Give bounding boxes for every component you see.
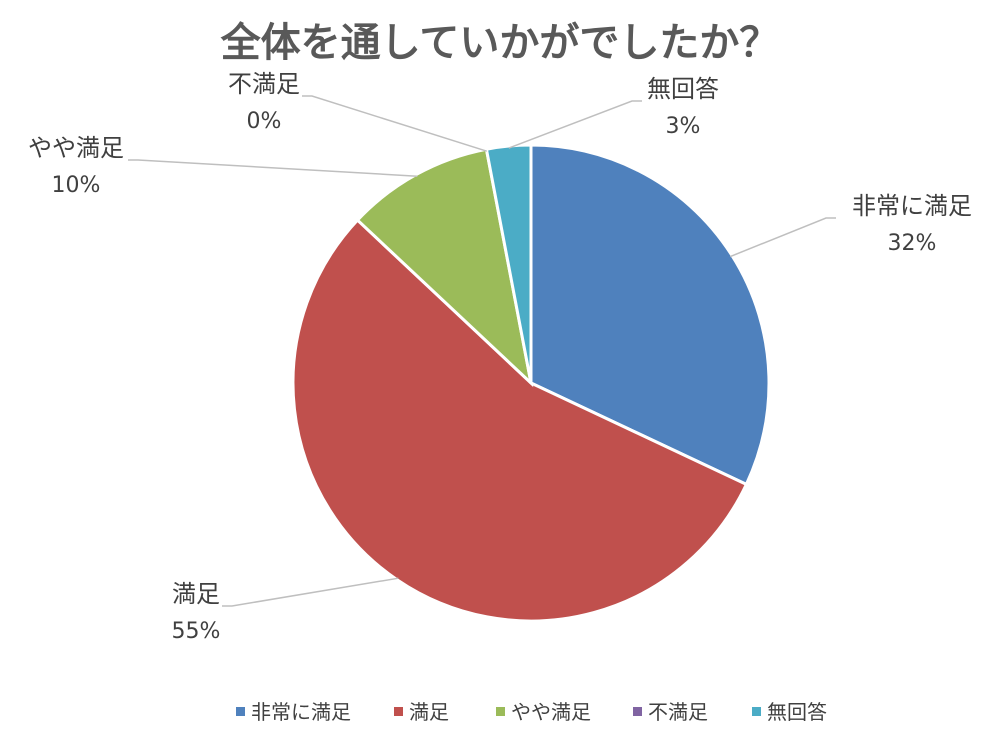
leader-line-very-satisfied — [729, 217, 836, 258]
legend-swatch-dissatisfied — [633, 707, 642, 716]
data-label-name-satisfied: 満足 — [172, 580, 220, 608]
legend-label-dissatisfied: 不満足 — [648, 700, 708, 724]
leader-lines — [128, 95, 836, 607]
pie-slice-no-answer — [484, 143, 533, 384]
legend-label-very-satisfied: 非常に満足 — [251, 700, 351, 724]
pie-slice-satisfied — [291, 217, 749, 623]
legend-label-satisfied: 満足 — [409, 700, 449, 724]
pie-slice-somewhat-satisfied — [355, 147, 534, 388]
data-label-percent-satisfied: 55% — [172, 619, 221, 644]
data-label-name-no-answer: 無回答 — [647, 75, 719, 103]
data-label-percent-very-satisfied: 32% — [888, 231, 937, 256]
pie-slices — [291, 143, 771, 623]
leader-line-satisfied — [222, 577, 399, 607]
data-label-name-very-satisfied: 非常に満足 — [852, 192, 972, 220]
legend-label-no-answer: 無回答 — [767, 700, 827, 724]
data-label-percent-dissatisfied: 0% — [247, 109, 282, 134]
leader-line-somewhat-satisfied — [128, 159, 418, 177]
data-label-percent-no-answer: 3% — [666, 114, 701, 139]
legend-swatch-no-answer — [752, 707, 761, 716]
data-label-name-somewhat-satisfied: やや満足 — [28, 134, 124, 162]
legend: 非常に満足 満足 やや満足 不満足 無回答 — [236, 700, 827, 724]
leader-line-dissatisfied — [302, 95, 488, 152]
chart-title: 全体を通していかがでしたか？ — [220, 20, 780, 66]
data-label-name-dissatisfied: 不満足 — [228, 70, 300, 98]
data-labels: 非常に満足 32% 満足 55% やや満足 10% 不満足 0% 無回答 3% — [28, 70, 972, 644]
legend-label-somewhat-satisfied: やや満足 — [511, 700, 591, 724]
data-label-percent-somewhat-satisfied: 10% — [52, 173, 101, 198]
legend-swatch-satisfied — [394, 707, 403, 716]
leader-line-no-answer — [508, 100, 642, 149]
legend-swatch-somewhat-satisfied — [496, 707, 505, 716]
legend-swatch-very-satisfied — [236, 707, 245, 716]
